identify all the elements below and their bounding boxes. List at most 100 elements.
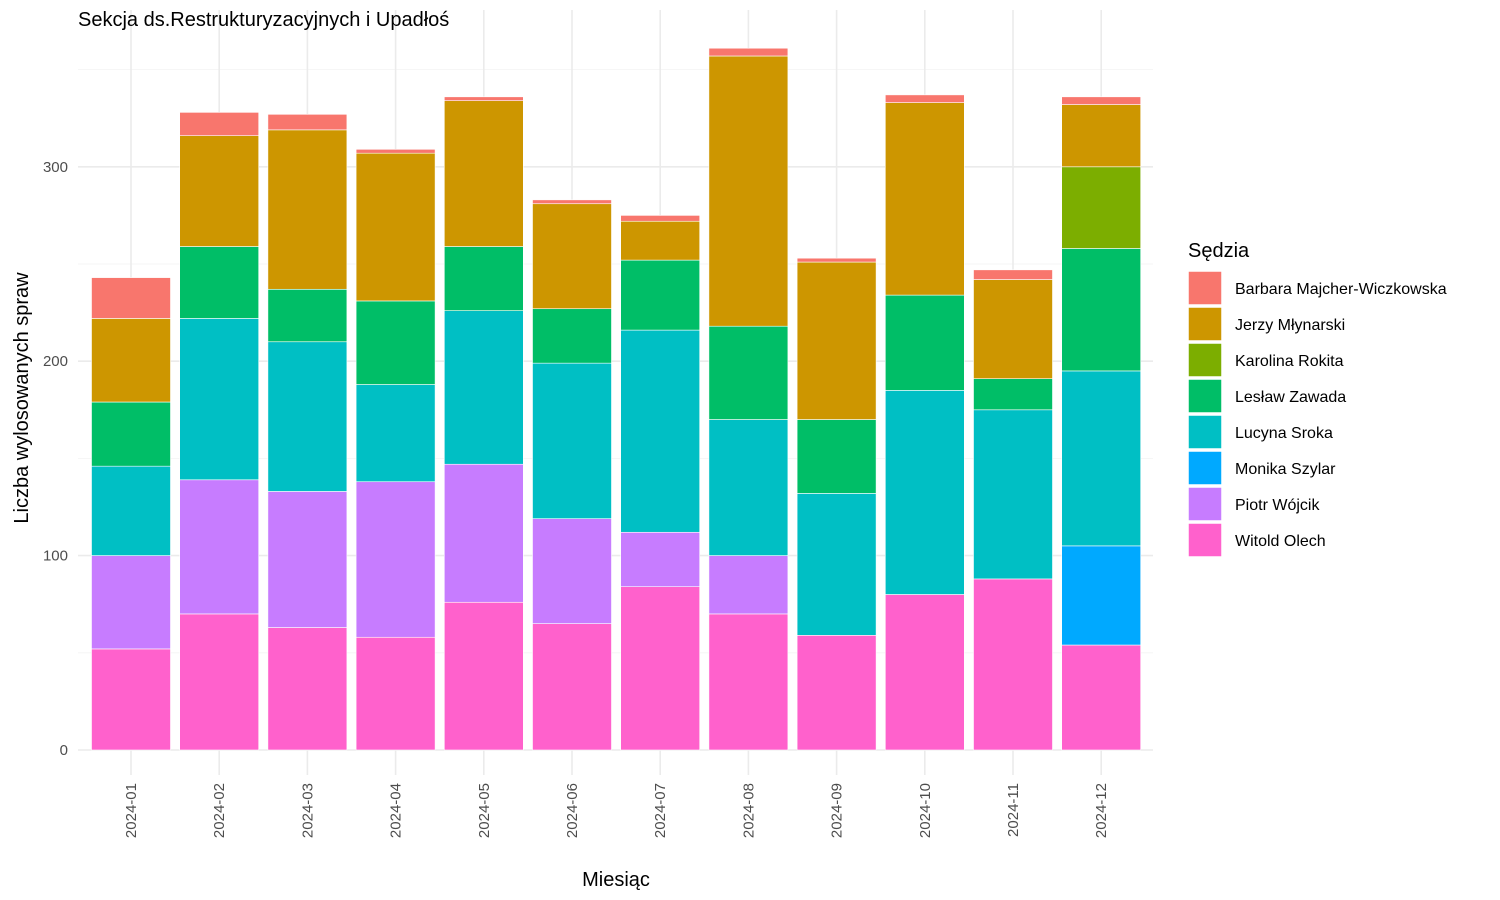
bars [91, 47, 1141, 751]
chart-title: Sekcja ds.Restrukturyzacyjnych i Upadłoś [78, 9, 449, 31]
bar-segment [532, 518, 612, 624]
bar-segment [620, 329, 701, 533]
bar-segment [1061, 248, 1141, 372]
legend-label: Jerzy Młynarski [1235, 317, 1345, 334]
bar-segment [620, 220, 701, 261]
bar-segment [91, 648, 171, 751]
x-tick-label: 2024-12 [1093, 783, 1110, 838]
bar-segment [443, 96, 524, 102]
bar-segment [796, 419, 877, 494]
bar-segment [973, 279, 1053, 379]
legend-key [1187, 414, 1223, 450]
bar-segment [796, 257, 877, 263]
y-tick-label: 200 [43, 353, 68, 370]
bar-segment [708, 419, 789, 556]
bar-segment [91, 401, 171, 467]
legend-key [1187, 270, 1223, 306]
bar-segment [620, 259, 701, 331]
bar-segment [884, 294, 965, 391]
y-tick-label: 100 [43, 548, 68, 565]
bar-segment [267, 114, 348, 131]
bar-segment [620, 586, 701, 751]
bar-segment [708, 613, 789, 751]
bar-segment [179, 479, 259, 615]
x-tick-label: 2024-01 [123, 783, 140, 838]
bar-segment [443, 601, 524, 751]
bar-segment [267, 288, 348, 343]
bar-segment [708, 55, 789, 327]
bar-segment [973, 409, 1053, 580]
bar-segment [267, 129, 348, 290]
y-axis-title: Liczba wylosowanych spraw [11, 272, 33, 524]
bar-segment [267, 627, 348, 751]
x-tick-label: 2024-11 [1005, 783, 1022, 837]
bar-segment [708, 555, 789, 615]
bar-segment [884, 94, 965, 103]
legend-label: Karolina Rokita [1235, 353, 1344, 370]
legend-key [1187, 306, 1223, 342]
x-tick-label: 2024-10 [917, 783, 934, 838]
bar-segment [267, 341, 348, 492]
bar-segment [355, 152, 436, 302]
x-axis: 2024-01 2024-02 2024-03 2024-04 2024-05 2024-… [123, 783, 1110, 838]
bar-segment [355, 300, 436, 385]
x-tick-label: 2024-05 [476, 783, 493, 838]
bar-segment [179, 112, 259, 136]
legend-label: Monika Szylar [1235, 461, 1336, 478]
bar-segment [532, 308, 612, 364]
x-tick-label: 2024-04 [388, 783, 405, 838]
bar-segment [532, 362, 612, 519]
legend-label: Lucyna Sroka [1235, 425, 1333, 442]
bar-segment [884, 594, 965, 751]
bar-segment [443, 246, 524, 311]
bar-segment [91, 465, 171, 556]
bar-segment [443, 310, 524, 465]
bar-segment [973, 578, 1053, 751]
x-axis-title: Miesiąc [582, 869, 650, 891]
legend-key [1187, 342, 1223, 378]
bar-segment [973, 378, 1053, 411]
bar-segment [1061, 370, 1141, 547]
legend-key [1187, 486, 1223, 522]
bar-segment [708, 47, 789, 57]
bar-segment [1061, 545, 1141, 646]
bar-segment [796, 261, 877, 420]
bar-segment [1061, 104, 1141, 168]
bar-segment [796, 493, 877, 636]
bar-segment [884, 390, 965, 595]
bar-segment [355, 384, 436, 483]
legend-label: Piotr Wójcik [1235, 497, 1320, 514]
legend-label: Witold Olech [1235, 533, 1326, 550]
bar-segment [179, 318, 259, 481]
bar-segment [179, 135, 259, 247]
bar-segment [355, 149, 436, 154]
bar-segment [620, 215, 701, 222]
legend-title: Sędzia [1188, 240, 1250, 262]
x-tick-label: 2024-03 [299, 783, 316, 838]
bar-segment [532, 203, 612, 310]
bar-segment [796, 635, 877, 751]
y-tick-label: 0 [60, 742, 68, 759]
legend: Sędzia Barbara Majcher-Wiczkowska Jerzy M… [1187, 240, 1447, 558]
bar-segment [532, 623, 612, 751]
legend-label: Lesław Zawada [1235, 389, 1346, 406]
x-tick-label: 2024-02 [211, 783, 228, 838]
x-tick-label: 2024-08 [740, 783, 757, 838]
legend-key [1187, 378, 1223, 414]
bar-segment [443, 100, 524, 247]
bar-segment [91, 555, 171, 650]
bar-segment [1061, 166, 1141, 249]
bar-segment [973, 269, 1053, 280]
bar-segment [620, 531, 701, 588]
x-tick-label: 2024-07 [652, 783, 669, 838]
bar-segment [1061, 96, 1141, 105]
bar-segment [708, 325, 789, 420]
y-tick-label: 300 [43, 159, 68, 176]
y-axis: 0 100 200 300 [43, 159, 68, 759]
bar-segment [355, 481, 436, 638]
bar-segment [179, 246, 259, 319]
bar-segment [355, 636, 436, 751]
bar-segment [179, 613, 259, 751]
bar-segment [532, 199, 612, 205]
